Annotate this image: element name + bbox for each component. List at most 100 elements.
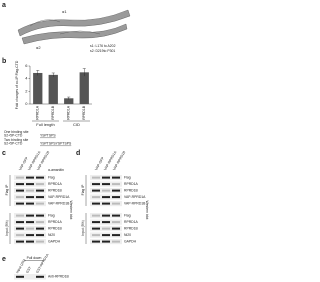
x-tick-label: RPRD1B [51, 105, 55, 119]
band [16, 196, 24, 199]
note: s2: D219to P301 [90, 49, 115, 53]
band [112, 227, 120, 230]
site-label: One binding site [4, 130, 29, 134]
band [112, 240, 120, 243]
site-text: S2+5P-CTD [4, 142, 23, 146]
site-seq: YSPTSPSYSPTSPS [40, 142, 72, 146]
band [36, 240, 44, 243]
panel-label: b [2, 58, 6, 65]
band [112, 234, 120, 237]
band [102, 221, 110, 224]
panel-label: a [2, 2, 6, 9]
band [112, 196, 120, 199]
band [112, 221, 120, 224]
row-label: Flag [48, 175, 55, 179]
band [92, 189, 100, 192]
band [26, 240, 34, 243]
group-label: Full length [36, 122, 54, 127]
band [26, 183, 34, 186]
protein-structure [17, 9, 131, 45]
bar [48, 74, 58, 104]
site-label: Two binding site [4, 138, 28, 142]
band [16, 227, 24, 230]
row-label: GAPDH [48, 239, 61, 243]
column-label: Input (2%) [15, 258, 26, 274]
band [36, 189, 44, 192]
section-label: Flag IP [81, 184, 85, 195]
bar [64, 98, 74, 104]
band [16, 183, 24, 186]
row-label: Anti-RPRD1B [48, 275, 69, 279]
band [92, 176, 100, 179]
band [26, 221, 34, 224]
band [16, 221, 24, 224]
row-label: VAP-RPRD1A [48, 195, 70, 199]
section-label: Input (5%) [5, 220, 9, 236]
band [26, 189, 34, 192]
row-label: RPRD1A [48, 182, 62, 186]
side-label: Western blot [145, 201, 149, 220]
row-label: Flag [124, 175, 131, 179]
row-label: VAP-RPRD1A [124, 195, 146, 199]
treatment-label: α-amanitin [48, 168, 64, 172]
band [92, 202, 100, 205]
band [26, 234, 34, 237]
band [36, 183, 44, 186]
group-label: CID [73, 122, 80, 127]
band [102, 183, 110, 186]
site-seq: YSPTSPS [40, 134, 56, 138]
band [36, 234, 44, 237]
band [92, 183, 100, 186]
band [112, 189, 120, 192]
row-label: RPRD1B [48, 226, 62, 230]
column-label: VAP-GFP [18, 156, 29, 171]
row-label: RPRD1A [48, 220, 62, 224]
band [26, 214, 34, 217]
band [16, 202, 24, 205]
row-label: RPRD1B [124, 188, 138, 192]
band [16, 214, 24, 217]
panel-label: c [2, 150, 6, 157]
helix-label: α2 [36, 45, 41, 50]
band [112, 183, 120, 186]
site-text: S2+5P-CTD [4, 134, 23, 138]
row-label: RPRD1B [124, 226, 138, 230]
header: Pull down [27, 256, 42, 260]
row-label: VAP-RPRD1B [124, 201, 146, 205]
row-label: Ni20 [48, 233, 55, 237]
note: s1: L176 to A202 [90, 44, 116, 48]
row-label: Flag [48, 213, 55, 217]
bar [33, 72, 43, 104]
band [112, 176, 120, 179]
band [36, 221, 44, 224]
band [92, 227, 100, 230]
band [36, 227, 44, 230]
row-label: VAP-RPRD1B [48, 201, 70, 205]
x-tick-label: RPRD1B [82, 105, 86, 119]
x-tick-label: RPRD1A [36, 105, 40, 119]
side-label: Western blot [69, 201, 73, 220]
band [102, 196, 110, 199]
band [16, 275, 24, 278]
band [16, 176, 24, 179]
blot-lane [14, 274, 46, 280]
band [92, 221, 100, 224]
section-label: Input (5%) [81, 220, 85, 236]
band [92, 240, 100, 243]
y-tick-label: 4 [25, 76, 28, 81]
band [112, 214, 120, 217]
row-label: Ni20 [124, 233, 131, 237]
band [92, 234, 100, 237]
column-label: GST [25, 266, 32, 274]
band [16, 234, 24, 237]
row-label: RPRD1B [48, 188, 62, 192]
panel-label: d [76, 150, 80, 157]
y-tick-label: 0 [25, 101, 28, 106]
band [112, 202, 120, 205]
band [102, 234, 110, 237]
band [26, 202, 34, 205]
panel-label: e [2, 256, 6, 263]
row-label: GAPDH [124, 239, 137, 243]
band [92, 214, 100, 217]
